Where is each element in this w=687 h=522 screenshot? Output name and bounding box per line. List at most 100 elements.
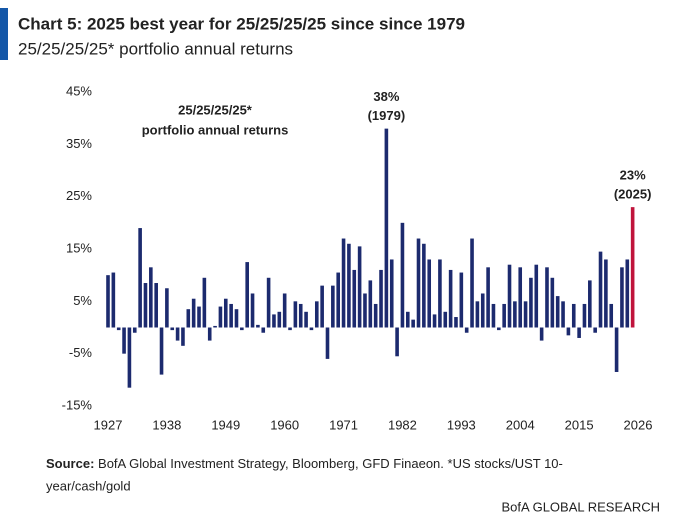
bar — [293, 301, 298, 328]
bar — [561, 301, 565, 328]
bar — [309, 327, 314, 331]
bar — [207, 327, 212, 341]
bar — [229, 303, 233, 328]
bar — [443, 311, 448, 328]
bar — [497, 327, 501, 331]
bar — [234, 309, 239, 328]
bar — [106, 275, 110, 328]
bar — [331, 285, 335, 328]
annotation: 38% — [373, 89, 399, 104]
y-tick-label: -5% — [69, 345, 93, 360]
bar — [438, 259, 442, 328]
y-tick-label: 15% — [66, 240, 92, 255]
bar — [363, 293, 367, 328]
source-label: Source: — [46, 456, 94, 471]
bar — [523, 301, 528, 328]
bar — [138, 228, 142, 328]
bar — [122, 327, 126, 354]
bar — [159, 327, 164, 375]
bar — [245, 262, 249, 328]
bar — [400, 222, 405, 328]
bar — [186, 309, 191, 328]
bar — [347, 243, 351, 328]
bar — [539, 327, 544, 341]
bar — [593, 327, 597, 333]
bar — [454, 317, 458, 328]
bar — [486, 267, 490, 328]
bar — [132, 327, 137, 333]
bar — [272, 314, 276, 328]
bar — [170, 327, 175, 331]
bar — [566, 327, 571, 336]
bar — [480, 293, 485, 328]
bar — [304, 311, 308, 328]
bar — [630, 207, 635, 328]
bar — [111, 272, 116, 328]
bar — [448, 269, 453, 328]
bar — [213, 325, 217, 328]
chart-subtitle: 25/25/25/25* portfolio annual returns — [18, 39, 293, 58]
bar — [464, 327, 469, 333]
annotation: (1979) — [368, 108, 406, 123]
bar — [379, 269, 383, 328]
bar — [416, 238, 421, 328]
bar — [545, 267, 549, 328]
bar — [352, 269, 357, 328]
bar — [154, 283, 158, 328]
accent-bar — [0, 8, 8, 60]
inset-label: 25/25/25/25* — [178, 102, 253, 117]
y-tick-label: 45% — [66, 83, 92, 98]
bar — [181, 327, 185, 346]
bar — [389, 259, 394, 328]
bar — [191, 298, 196, 328]
x-tick-label: 1938 — [152, 417, 181, 432]
annotation: 23% — [620, 168, 646, 183]
bar — [240, 327, 244, 331]
x-tick-label: 2004 — [506, 417, 535, 432]
bar — [604, 259, 608, 328]
bar — [373, 303, 378, 328]
bar — [507, 264, 512, 328]
chart-title: Chart 5: 2025 best year for 25/25/25/25 … — [18, 14, 465, 33]
bar — [277, 311, 282, 328]
bar — [571, 303, 576, 328]
bar — [175, 327, 180, 341]
bar — [395, 327, 399, 357]
bar — [368, 280, 373, 328]
bar — [459, 272, 464, 328]
bar — [165, 288, 169, 328]
y-tick-label: 25% — [66, 188, 92, 203]
bar — [534, 264, 539, 328]
bar — [202, 277, 207, 328]
bar — [405, 311, 410, 328]
bar — [320, 285, 324, 328]
source-text: BofA Global Investment Strategy, Bloombe… — [98, 456, 563, 471]
bar — [250, 293, 255, 328]
bar — [256, 324, 260, 328]
y-tick-label: 5% — [73, 293, 92, 308]
bar — [411, 319, 415, 328]
bar — [422, 243, 426, 328]
bar — [432, 314, 437, 328]
bar — [266, 277, 271, 328]
bar — [470, 238, 474, 328]
bar — [491, 303, 496, 328]
bar — [218, 306, 223, 328]
bar — [555, 296, 560, 328]
x-tick-label: 2015 — [565, 417, 594, 432]
bar — [357, 246, 362, 328]
bar — [625, 259, 630, 328]
bar — [427, 259, 432, 328]
bar — [197, 306, 201, 328]
bar — [550, 277, 555, 328]
bar — [223, 298, 228, 328]
bar — [475, 301, 480, 328]
x-tick-label: 1927 — [94, 417, 123, 432]
footer: BofA GLOBAL RESEARCH — [502, 499, 660, 514]
bar — [614, 327, 619, 372]
bar — [149, 267, 153, 328]
bar — [502, 303, 506, 328]
bar — [116, 327, 121, 331]
bar — [588, 280, 592, 328]
